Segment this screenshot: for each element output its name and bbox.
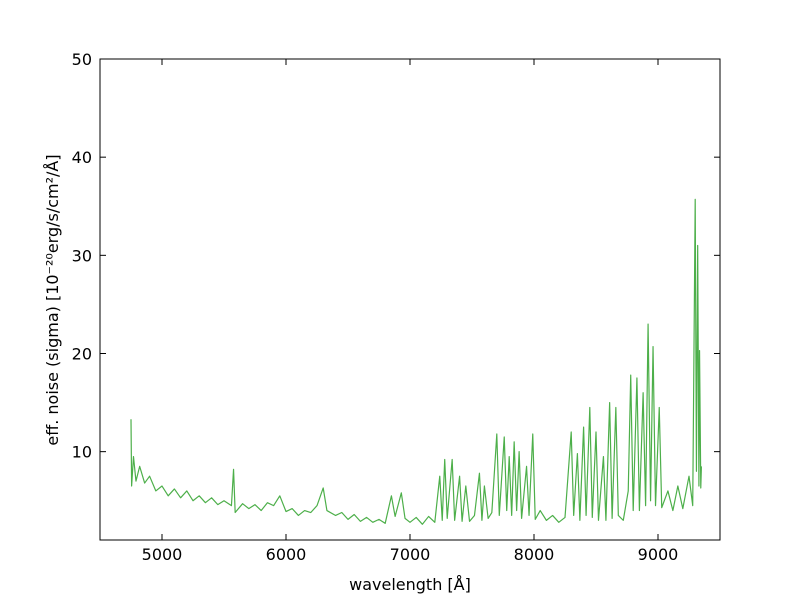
y-tick-label: 10: [72, 443, 92, 462]
plot-frame: [99, 58, 721, 541]
x-tick-label: 9000: [638, 545, 679, 564]
y-tick-label: 20: [72, 344, 92, 363]
y-tick-label: 30: [72, 246, 92, 265]
x-tick-label: 6000: [266, 545, 307, 564]
y-axis-label: eff. noise (sigma) [10⁻²⁰erg/s/cm²/Å]: [43, 154, 62, 445]
x-tick-label: 5000: [142, 545, 183, 564]
x-axis-label: wavelength [Å]: [349, 575, 471, 594]
y-tick-label: 40: [72, 148, 92, 167]
y-tick-label: 50: [72, 50, 92, 69]
x-tick-label: 8000: [514, 545, 555, 564]
x-tick-label: 7000: [390, 545, 431, 564]
data-line: [130, 198, 702, 525]
